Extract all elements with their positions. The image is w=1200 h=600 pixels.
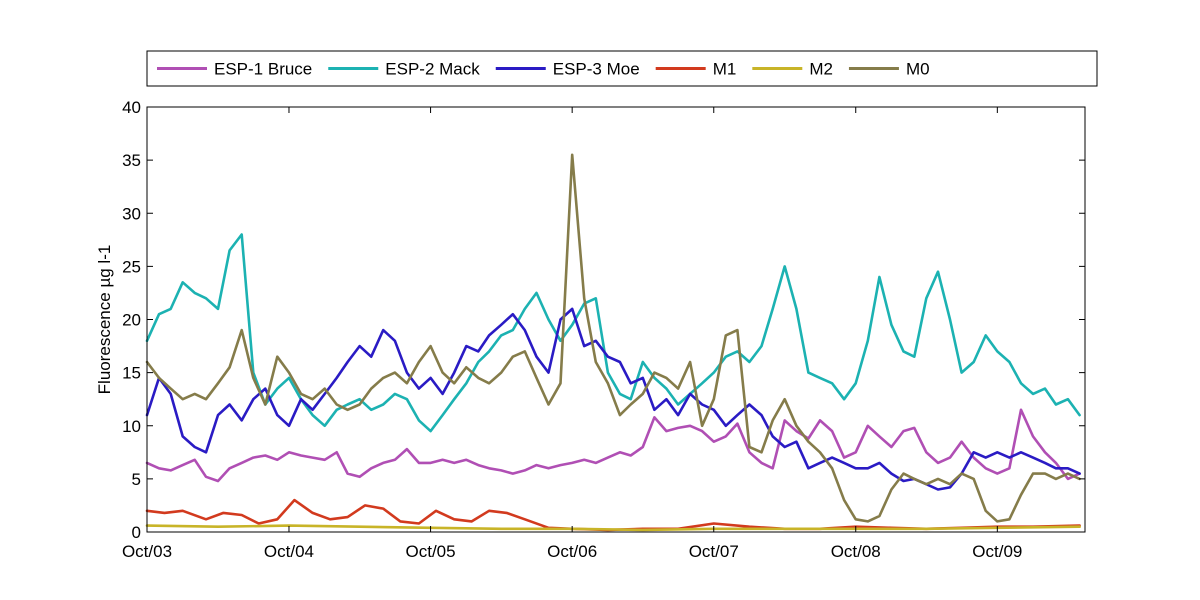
y-axis-label: Fluorescence µg l-1 [95, 245, 114, 395]
x-tick-label: Oct/05 [406, 542, 456, 561]
x-axis: Oct/03 Oct/04 Oct/05 Oct/06 Oct/07 Oct/08 Oct/… [122, 107, 1022, 561]
series-line-m1 [145, 498, 1081, 532]
y-tick-label: 15 [122, 364, 141, 383]
y-tick-label: 40 [122, 98, 141, 117]
y-tick-label: 5 [132, 470, 141, 489]
series-line-esp-1-bruce [145, 408, 1081, 483]
y-tick-label: 25 [122, 257, 141, 276]
legend-label: ESP-2 Mack [385, 60, 480, 79]
x-tick-label: Oct/07 [689, 542, 739, 561]
x-tick-label: Oct/06 [547, 542, 597, 561]
y-tick-label: 30 [122, 204, 141, 223]
legend-item-m0: M0 [848, 60, 930, 79]
series-line-m2 [145, 524, 1081, 532]
legend-item-m1: M1 [655, 60, 737, 79]
y-tick-label: 10 [122, 417, 141, 436]
legend-box [146, 50, 1098, 87]
legend-label: M2 [809, 60, 833, 79]
y-tick-label: 20 [122, 311, 141, 330]
legend-label: M0 [906, 60, 930, 79]
legend-label: ESP-1 Bruce [214, 60, 312, 79]
legend-item-esp-1-bruce: ESP-1 Bruce [157, 60, 312, 79]
legend-label: ESP-3 Moe [553, 60, 640, 79]
x-tick-label: Oct/03 [122, 542, 172, 561]
series-line-m0 [145, 153, 1081, 523]
legend-label: M1 [713, 60, 737, 79]
x-tick-label: Oct/08 [831, 542, 881, 561]
y-tick-label: 35 [122, 151, 141, 170]
y-axis: 0 5 10 15 20 25 30 35 40 [122, 98, 1085, 542]
x-tick-label: Oct/04 [264, 542, 314, 561]
legend-item-esp-3-moe: ESP-3 Moe [495, 60, 640, 79]
y-tick-label: 0 [132, 523, 141, 542]
series-layer [145, 153, 1081, 532]
legend-item-m2: M2 [752, 60, 833, 79]
legend-item-esp-2-mack: ESP-2 Mack [328, 60, 480, 79]
legend: ESP-1 Bruce ESP-2 Mack ESP-3 Moe M1 M2 M0 [146, 50, 1098, 87]
x-tick-label: Oct/09 [972, 542, 1022, 561]
